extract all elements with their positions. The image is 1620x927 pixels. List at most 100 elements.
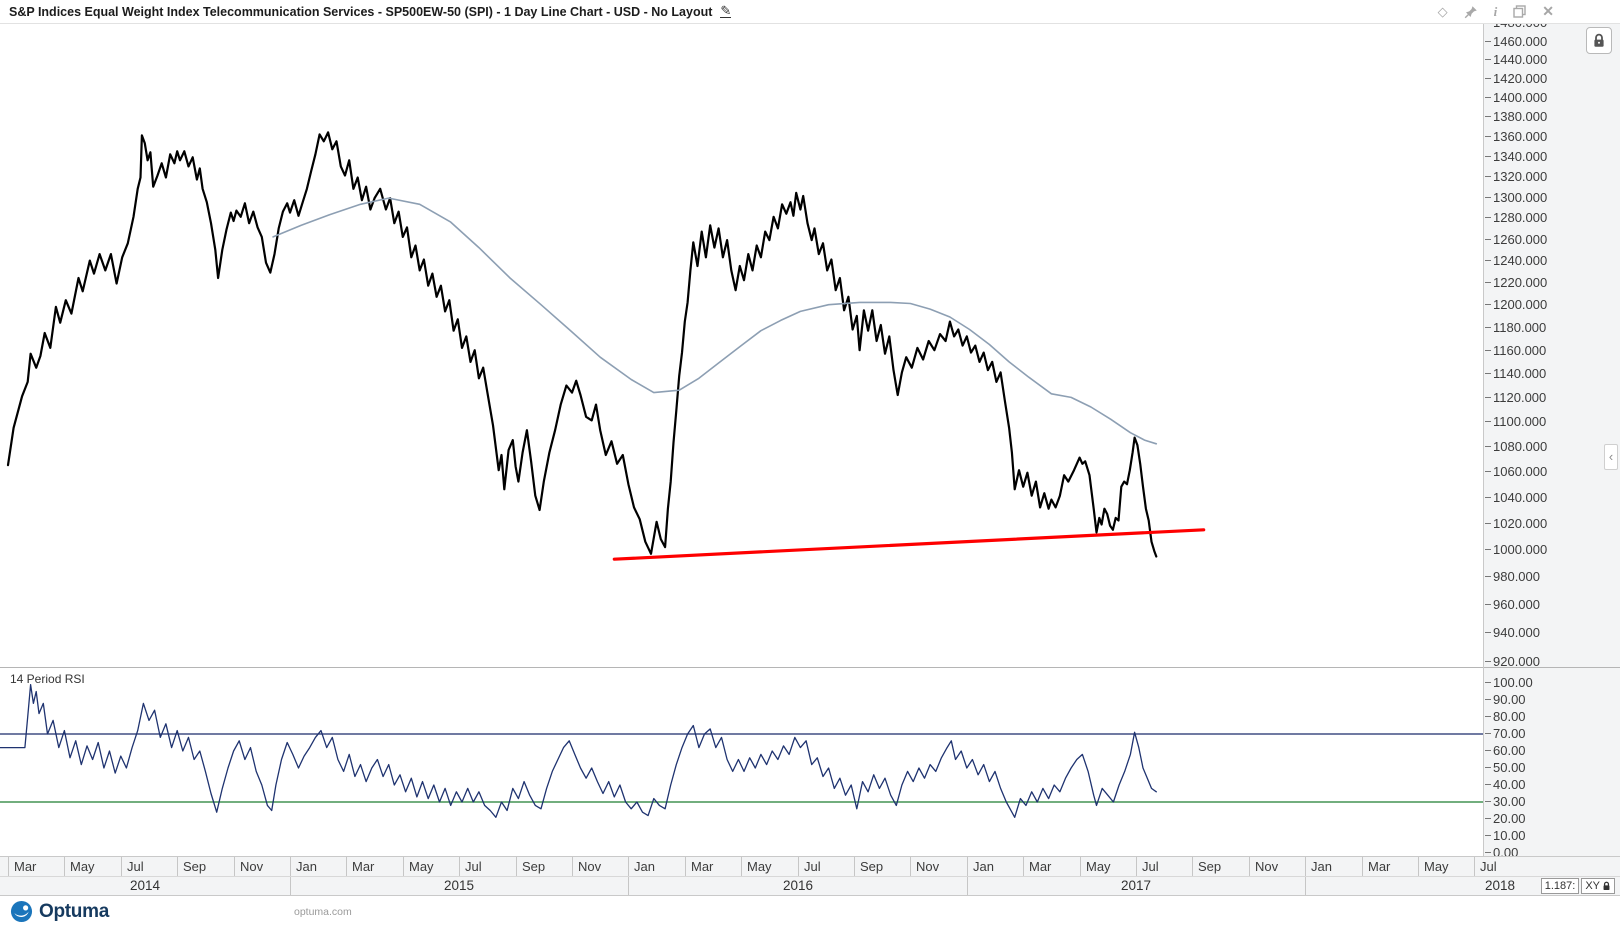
- price-axis-tick: 1340.000: [1485, 148, 1547, 164]
- scale-ratio-badge[interactable]: 1.187: XY: [1540, 878, 1615, 894]
- month-tick: Jan: [967, 857, 994, 876]
- month-tick: May: [1418, 857, 1449, 876]
- aspect-ratio-value[interactable]: 1.187:: [1540, 878, 1580, 894]
- axis-lock-button[interactable]: [1586, 27, 1612, 54]
- rsi-panel: 14 Period RSI: [0, 667, 1483, 856]
- optuma-url: optuma.com: [293, 905, 352, 918]
- month-tick: Jul: [1474, 857, 1497, 876]
- price-axis-tick: 1300.000: [1485, 189, 1547, 205]
- month-tick: May: [741, 857, 772, 876]
- pin-icon[interactable]: [1464, 5, 1478, 19]
- month-tick: Sep: [516, 857, 545, 876]
- info-icon[interactable]: i: [1493, 4, 1498, 19]
- price-axis-tick: 1280.000: [1485, 210, 1547, 226]
- price-chart-panel: [0, 24, 1483, 667]
- month-tick: Sep: [1192, 857, 1221, 876]
- month-tick: Jul: [1136, 857, 1159, 876]
- optuma-logo-icon: [10, 900, 33, 923]
- rsi-axis-tick: 10.00: [1485, 827, 1526, 843]
- price-axis-tick: 1140.000: [1485, 366, 1546, 382]
- price-axis-tick: 1220.000: [1485, 274, 1547, 290]
- month-tick: Jan: [1305, 857, 1332, 876]
- price-axis-tick: 960.000: [1485, 597, 1540, 613]
- month-tick: May: [1080, 857, 1111, 876]
- rsi-axis-tick: 60.00: [1485, 742, 1526, 758]
- rsi-axis-tick: 100.00: [1485, 674, 1533, 690]
- month-tick: Nov: [1249, 857, 1278, 876]
- rsi-axis-tick: 30.00: [1485, 793, 1526, 809]
- year-label: 2014: [129, 878, 161, 893]
- price-axis-tick: 1000.000: [1485, 542, 1547, 558]
- time-axis-years[interactable]: 1.187: XY 2014 2015 2016 2017 2018: [0, 876, 1620, 896]
- month-tick: Mar: [1023, 857, 1051, 876]
- month-tick: Jul: [459, 857, 482, 876]
- price-axis-tick: 1460.000: [1485, 33, 1547, 49]
- xy-scale-button[interactable]: XY: [1581, 878, 1615, 894]
- price-axis-tick: 1240.000: [1485, 253, 1547, 269]
- year-divider: [1305, 877, 1306, 895]
- axis-collapse-chevron-button[interactable]: ‹: [1604, 444, 1618, 470]
- xy-lock-icon: [1603, 881, 1610, 891]
- rsi-axis-tick: 50.00: [1485, 759, 1526, 775]
- month-tick: Jan: [628, 857, 655, 876]
- rsi-chart-svg[interactable]: [0, 668, 1483, 856]
- chart-title: S&P Indices Equal Weight Index Telecommu…: [9, 4, 713, 19]
- price-chart-svg[interactable]: [0, 24, 1483, 667]
- price-axis-tick: 1200.000: [1485, 297, 1547, 313]
- trendline-line[interactable]: [612, 528, 1206, 561]
- close-price-line: [6, 131, 1158, 558]
- month-tick: Mar: [1362, 857, 1390, 876]
- price-axis-tick: 1420.000: [1485, 70, 1547, 86]
- edit-title-pencil-icon[interactable]: ✎: [720, 3, 732, 18]
- month-tick: Jul: [121, 857, 144, 876]
- year-divider: [628, 877, 629, 895]
- month-tick: Mar: [346, 857, 374, 876]
- month-tick: May: [64, 857, 95, 876]
- year-divider: [967, 877, 968, 895]
- month-tick: Mar: [685, 857, 713, 876]
- chart-title-bar: S&P Indices Equal Weight Index Telecommu…: [0, 0, 1620, 24]
- rsi-axis-tick: 0.00: [1485, 844, 1518, 856]
- rsi-axis-tick: 20.00: [1485, 810, 1526, 826]
- close-icon[interactable]: ✕: [1542, 3, 1554, 19]
- price-axis-tick: 1440.000: [1485, 52, 1547, 68]
- panel-separator: [1484, 667, 1620, 668]
- price-axis-tick: 1040.000: [1485, 489, 1547, 505]
- price-axis-tick: 1100.000: [1485, 414, 1546, 430]
- logo-strip: Optuma optuma.com: [0, 896, 1620, 927]
- price-axis-tick: 920.000: [1485, 654, 1540, 670]
- month-tick: Nov: [234, 857, 263, 876]
- price-axis-tick: 1020.000: [1485, 515, 1547, 531]
- price-axis-tick: 1060.000: [1485, 463, 1547, 479]
- rsi-tool-label: 14 Period RSI: [10, 672, 85, 686]
- price-axis-tick: 1160.000: [1485, 342, 1546, 358]
- price-axis-tick: 1380.000: [1485, 109, 1547, 125]
- month-tick: Jan: [290, 857, 317, 876]
- rsi-line: [0, 684, 1157, 818]
- month-tick: Nov: [572, 857, 601, 876]
- lock-icon: [1594, 33, 1604, 47]
- price-axis-tick: 1180.000: [1485, 319, 1546, 335]
- restore-window-icon[interactable]: [1513, 5, 1526, 18]
- price-axis-tick: 980.000: [1485, 569, 1540, 585]
- optuma-wordmark: Optuma: [39, 900, 109, 922]
- price-axis-tick: 1400.000: [1485, 89, 1547, 105]
- price-axis-tick: 940.000: [1485, 625, 1540, 641]
- year-label: 2016: [782, 878, 814, 893]
- price-axis-tick: 1320.000: [1485, 169, 1547, 185]
- rsi-axis-tick: 90.00: [1485, 691, 1526, 707]
- price-axis-tick: 1480.000: [1485, 24, 1547, 31]
- time-axis-months[interactable]: Mar May Jul Sep Nov Jan Mar May Jul Sep Nov Jan Mar M…: [0, 856, 1620, 876]
- price-axis-tick: 1080.000: [1485, 438, 1547, 454]
- moving-average-line: [272, 197, 1158, 445]
- price-axis-tick: 1120.000: [1485, 389, 1546, 405]
- price-axis[interactable]: ‹ 1480.000 1460.000 1440.000 1420.000 1400.0…: [1483, 24, 1620, 856]
- diamond-icon[interactable]: ◇: [1437, 4, 1448, 19]
- rsi-axis-tick: 40.00: [1485, 776, 1526, 792]
- month-tick: May: [403, 857, 434, 876]
- month-tick: Sep: [854, 857, 883, 876]
- year-divider: [290, 877, 291, 895]
- rsi-axis-tick: 70.00: [1485, 725, 1526, 741]
- month-tick: Nov: [910, 857, 939, 876]
- rsi-axis-tick: 80.00: [1485, 708, 1526, 724]
